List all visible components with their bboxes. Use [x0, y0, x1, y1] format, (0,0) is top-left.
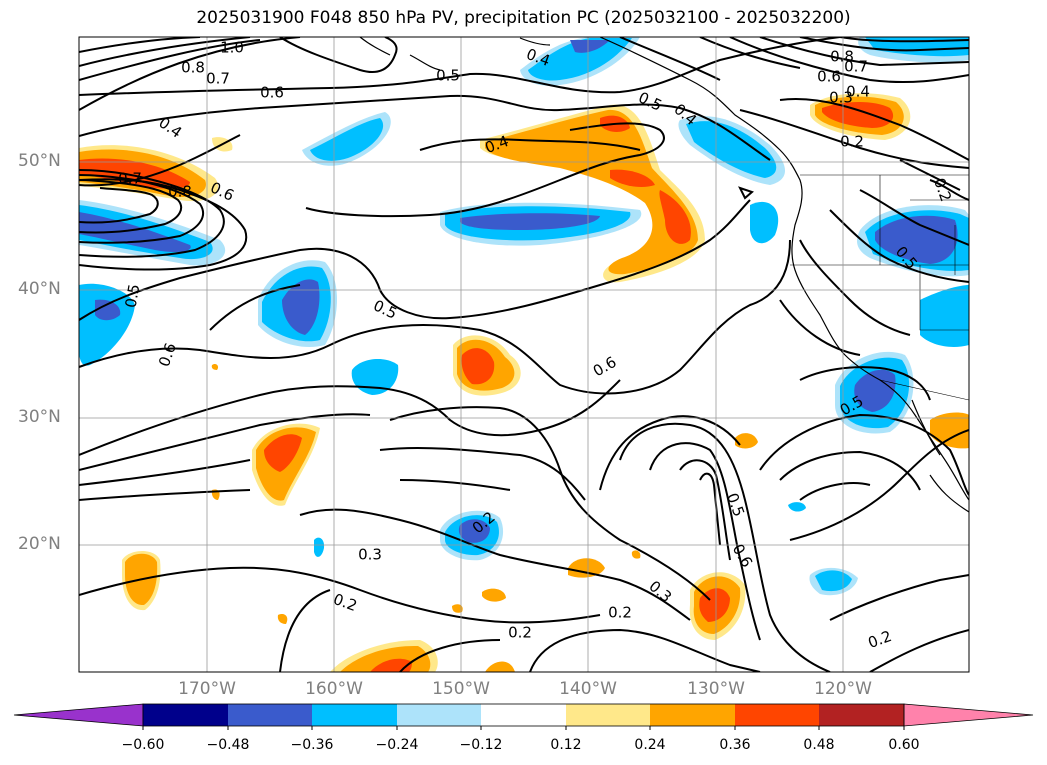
colorbar-tick-label: −0.12 — [459, 737, 503, 753]
contour-label: 0.7 — [844, 58, 868, 76]
colorbar-segment — [650, 704, 735, 726]
colorbar-tick-label: −0.48 — [206, 737, 250, 753]
colorbar — [13, 703, 1034, 730]
contour-label: 0.3 — [829, 89, 853, 107]
contour-label: 0.5 — [436, 67, 460, 85]
colorbar-frame — [142, 703, 905, 727]
contour-label: 0.6 — [260, 84, 284, 102]
colorbar-tick-label: 0.24 — [634, 737, 666, 753]
lat-label-50n: 50°N — [18, 151, 61, 171]
lon-label-130w: 130°W — [687, 679, 745, 699]
colorbar-segment — [143, 704, 228, 726]
colorbar-segment — [819, 704, 904, 726]
colorbar-segment — [566, 704, 650, 726]
colorbar-extend-low — [13, 703, 144, 727]
lon-label-150w: 150°W — [432, 679, 490, 699]
coastline-layer — [359, 37, 969, 513]
map-frame — [78, 36, 970, 673]
contour-label: 0.7 — [206, 70, 230, 88]
contour-label: 0.8 — [830, 48, 854, 66]
border-layer — [790, 174, 969, 401]
colorbar-tick-label: −0.24 — [375, 737, 419, 753]
colorbar-extend-high — [903, 703, 1034, 727]
contour-label: 0.7 — [118, 170, 142, 188]
colorbar-tick-label: 0.60 — [888, 737, 920, 753]
precip-fill-layer — [79, 37, 969, 672]
contour-label: 0.8 — [168, 183, 192, 201]
contour-label: 0.4 — [846, 83, 870, 101]
lat-label-20n: 20°N — [18, 534, 61, 554]
contour-label: 0.3 — [358, 546, 382, 564]
lon-label-170w: 170°W — [178, 679, 236, 699]
lon-label-120w: 120°W — [814, 679, 872, 699]
contour-label: 0.8 — [181, 59, 205, 77]
colorbar-tick-label: −0.60 — [121, 737, 165, 753]
contour-label: 0.2 — [840, 133, 864, 151]
map-title: 2025031900 F048 850 hPa PV, precipitatio… — [196, 8, 851, 28]
colorbar-segment — [312, 704, 397, 726]
colorbar-tick-label: 0.48 — [803, 737, 835, 753]
contour-label: 1.0 — [220, 39, 244, 57]
graticule-layer — [79, 37, 969, 672]
lat-label-40n: 40°N — [18, 279, 61, 299]
lat-label-30n: 30°N — [18, 407, 61, 427]
pv-contour-layer — [79, 37, 969, 672]
contour-label: 0.2 — [608, 604, 632, 622]
contour-label: 0.5 — [122, 283, 144, 310]
lon-label-140w: 140°W — [559, 679, 617, 699]
colorbar-segment — [735, 704, 819, 726]
contour-label: 0.6 — [817, 68, 841, 86]
colorbar-segment — [397, 704, 481, 726]
lon-label-160w: 160°W — [305, 679, 363, 699]
colorbar-segment — [228, 704, 312, 726]
colorbar-tick-label: 0.12 — [550, 737, 582, 753]
colorbar-tick-label: 0.36 — [719, 737, 751, 753]
colorbar-tick-label: −0.36 — [290, 737, 334, 753]
colorbar-segment — [481, 704, 566, 726]
contour-label: 0.2 — [508, 624, 532, 642]
